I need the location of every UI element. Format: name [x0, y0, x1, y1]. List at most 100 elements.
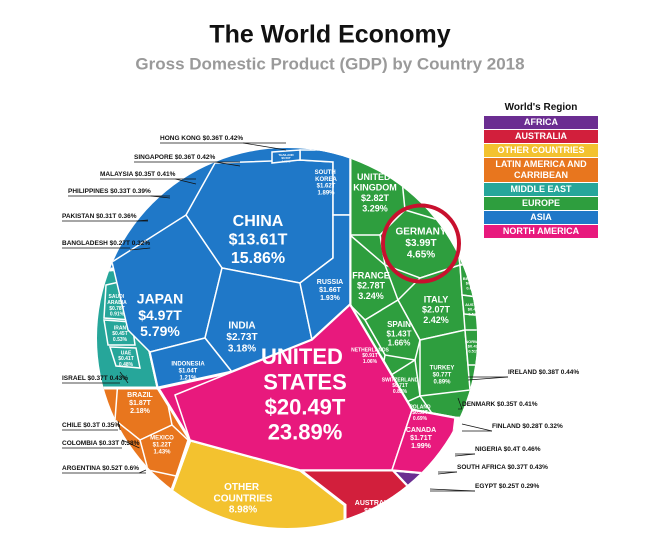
legend-item: AFRICA — [484, 116, 598, 129]
country-name: IRAN — [114, 325, 127, 331]
callout-share: 0.43% — [108, 375, 128, 382]
callout-name: DENMARK — [462, 401, 496, 408]
country-share: 1.93% — [320, 295, 341, 302]
callout-name: COLOMBIA — [62, 440, 98, 447]
country-gdp: $13.61T — [229, 232, 288, 249]
country-gdp: $1.71T — [410, 435, 433, 442]
country-gdp: $1.04T — [179, 368, 198, 374]
country-name: SPAIN — [387, 320, 411, 329]
country-gdp: $0.53T — [466, 281, 479, 286]
country-callout: PAKISTAN $0.31T 0.36% — [62, 213, 137, 220]
country-name: GERMANY — [395, 227, 446, 238]
country-name: ITALY — [424, 294, 449, 304]
callout-name: HONG KONG — [160, 135, 201, 142]
callout-share: 0.36% — [116, 213, 136, 220]
country-name: FRANCE — [352, 270, 390, 280]
country-name: SAUDI ARABIA — [107, 294, 127, 306]
callout-share: 0.46% — [520, 446, 540, 453]
callout-share: 0.44% — [559, 369, 579, 376]
country-gdp: $0.78T — [109, 306, 125, 312]
name-line: SOUTH — [315, 170, 338, 176]
country-cell — [419, 329, 471, 397]
country-share: 0.91% — [110, 312, 125, 318]
country-callout: BANGLADESH $0.27T 0.32% — [62, 240, 150, 247]
country-name: THAILAND — [278, 153, 294, 157]
callout-gdp: $0.33T — [97, 440, 119, 447]
callout-gdp: $0.35T — [495, 401, 517, 408]
legend-item: AUSTRALIA — [484, 130, 598, 143]
callout-gdp: $0.33T — [108, 188, 130, 195]
callout-share: 0.35% — [100, 422, 120, 429]
legend-item: LATIN AMERICA AND CARRIBEAN — [484, 158, 598, 182]
country-name: MEXICO — [150, 436, 174, 442]
country-gdp: $0.59T — [412, 410, 428, 416]
country-callout: MALAYSIA $0.35T 0.41% — [100, 171, 176, 178]
name-line: ARABIA — [107, 300, 127, 306]
leader-line — [467, 376, 509, 381]
country-share: 2.42% — [423, 315, 449, 325]
country-share: 0.62% — [466, 285, 478, 290]
country-callout: EGYPT $0.25T 0.29% — [475, 483, 540, 490]
leader-line — [129, 247, 151, 251]
country-gdp: $20.49T — [265, 394, 346, 419]
country-gdp: $1.66T — [319, 287, 342, 294]
legend-item: EUROPE — [484, 197, 598, 210]
country-gdp: $3.99T — [405, 238, 436, 249]
leader-line — [457, 397, 463, 410]
name-line: STATES — [263, 369, 347, 394]
name-line: UNITED — [357, 172, 393, 182]
callout-gdp: $0.3T — [82, 422, 100, 429]
leader-line — [437, 471, 458, 475]
country-share: 3.24% — [358, 291, 384, 301]
name-line: KOREA — [315, 176, 337, 182]
country-cell — [464, 329, 477, 366]
callout-share: 0.32% — [130, 240, 150, 247]
country-share: 8.98% — [229, 505, 257, 516]
callout-share: 0.29% — [519, 483, 539, 490]
legend-title: World's Region — [504, 102, 578, 113]
country-name: JAPAN — [137, 291, 183, 307]
name-line: UNITED — [261, 344, 349, 369]
country-share: 4.65% — [407, 250, 435, 261]
country-gdp: $0.91T — [362, 353, 378, 359]
country-name: INDONESIA — [171, 362, 205, 368]
leader-line — [119, 371, 129, 384]
country-callout: DENMARK $0.35T 0.41% — [462, 401, 538, 408]
country-gdp: $0.50T — [281, 156, 291, 160]
callout-gdp: $0.4T — [502, 446, 520, 453]
legend-item: ASIA — [484, 211, 598, 224]
leader-line — [121, 439, 140, 449]
country-share: 1.06% — [363, 359, 378, 365]
country-callout: PHILIPPINES $0.33T 0.39% — [68, 188, 151, 195]
callout-name: BANGLADESH — [62, 240, 108, 247]
leader-line — [454, 453, 476, 457]
country-name: CHINA — [233, 213, 284, 230]
country-name: CANADA — [406, 427, 436, 434]
country-cell — [108, 346, 141, 369]
callout-gdp: $0.36T — [201, 135, 223, 142]
callout-share: 0.42% — [223, 135, 243, 142]
callout-share: 0.32% — [543, 423, 563, 430]
country-gdp: $4.97T — [138, 307, 182, 323]
legend-item: OTHER COUNTRIES — [484, 144, 598, 157]
callout-gdp: $0.25T — [497, 483, 519, 490]
country-share: 1.89% — [317, 190, 335, 196]
country-gdp: $0.77T — [433, 372, 452, 378]
country-gdp: $2.73T — [226, 332, 257, 343]
name-line: SAUDI — [109, 294, 126, 300]
country-share: 0.53% — [113, 337, 128, 343]
name-line: COUNTRIES — [214, 493, 273, 504]
country-callout: CHILE $0.3T 0.35% — [62, 422, 120, 429]
subtitle: Gross Domestic Product (GDP) by Country … — [135, 54, 524, 73]
callout-gdp: $0.27T — [108, 240, 130, 247]
country-name: BELGIUM — [463, 276, 482, 281]
leader-line — [461, 423, 493, 432]
country-callout: HONG KONG $0.36T 0.42% — [160, 135, 243, 142]
country-name: POLAND — [409, 404, 431, 410]
country-share: 15.86% — [231, 250, 285, 267]
country-share: 0.48% — [119, 362, 134, 368]
callout-gdp: $0.35T — [133, 171, 155, 178]
country-name: OTHER COUNTRIES — [214, 482, 273, 505]
